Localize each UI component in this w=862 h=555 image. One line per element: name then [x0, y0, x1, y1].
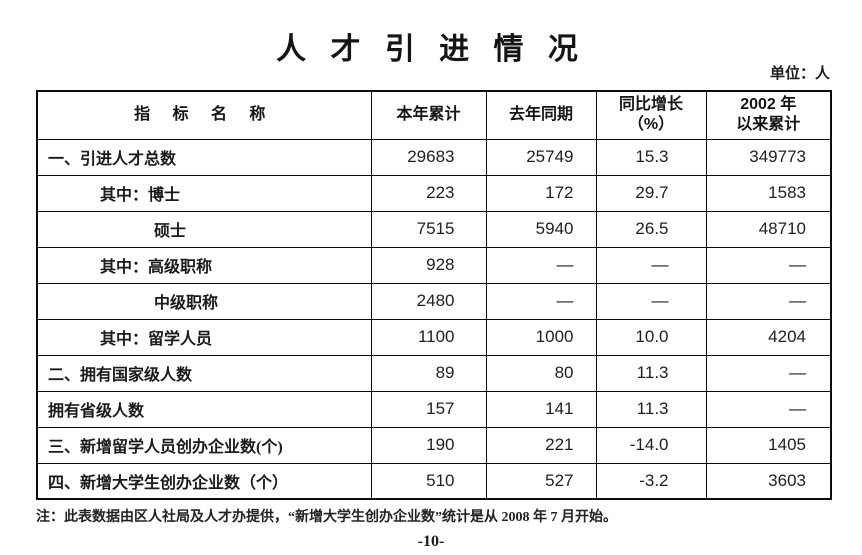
value-cell: 4204: [705, 318, 832, 356]
header-cell: 指 标 名 称: [36, 90, 372, 140]
value-cell: 221: [485, 426, 597, 464]
header-line: 以来累计: [736, 116, 801, 134]
value-cell: 1100: [370, 318, 487, 356]
value-cell: 141: [485, 390, 597, 428]
row-label-cell: 其中：留学人员: [36, 318, 372, 356]
value-cell: 157: [370, 390, 487, 428]
value-cell: 3603: [705, 462, 832, 500]
row-label-cell: 其中：高级职称: [36, 246, 372, 284]
header-cell: 本年累计: [370, 90, 487, 140]
value-cell: 1000: [485, 318, 597, 356]
table-row: 四、新增大学生创办企业数（个） 510 527 -3.2 3603: [36, 462, 832, 500]
value-cell: 48710: [705, 210, 832, 248]
value-cell: —: [705, 354, 832, 392]
value-cell: -3.2: [595, 462, 707, 500]
row-label-cell: 一、引进人才总数: [36, 138, 372, 176]
table-header-row: 指 标 名 称 本年累计 去年同期 同比增长 （%） 2002 年以来累计: [36, 90, 832, 140]
table-body: 一、引进人才总数 29683 25749 15.3 349773 其中：博士 223 172 2…: [36, 138, 832, 500]
table-row: 硕士 7515 5940 26.5 48710: [36, 210, 832, 248]
table-row: 二、拥有国家级人数 89 80 11.3—: [36, 354, 832, 392]
value-cell: —: [705, 246, 832, 284]
table-row: 中级职称 2480— — —: [36, 282, 832, 320]
row-label-cell: 中级职称: [36, 282, 372, 320]
talent-introduction-table: 指 标 名 称 本年累计 去年同期 同比增长 （%） 2002 年以来累计 一、引进人才总…: [36, 90, 832, 500]
row-label-cell: 硕士: [36, 210, 372, 248]
page-number: -10-: [417, 533, 445, 550]
value-cell: 80: [485, 354, 597, 392]
header-cell: 同比增长 （%）: [595, 90, 707, 140]
value-cell: 190: [370, 426, 487, 464]
table-row: 拥有省级人数 157 141 11.3—: [36, 390, 832, 428]
header-line: 2002 年: [740, 96, 797, 114]
value-cell: 26.5: [595, 210, 707, 248]
table-header: 指 标 名 称 本年累计 去年同期 同比增长 （%） 2002 年以来累计: [36, 90, 832, 140]
value-cell: 928: [370, 246, 487, 284]
value-cell: 223: [370, 174, 487, 212]
table-row: 其中：博士 223 172 29.7 1583: [36, 174, 832, 212]
value-cell: —: [705, 282, 832, 320]
value-cell: 1405: [705, 426, 832, 464]
table-row: 三、新增留学人员创办企业数(个) 190 221 -14.0 1405: [36, 426, 832, 464]
value-cell: 2480: [370, 282, 487, 320]
value-cell: 349773: [705, 138, 832, 176]
header-cell: 2002 年以来累计: [705, 90, 832, 140]
value-cell: —: [595, 282, 707, 320]
value-cell: —: [485, 282, 597, 320]
value-cell: 29.7: [595, 174, 707, 212]
value-cell: 1583: [705, 174, 832, 212]
header-cell: 去年同期: [485, 90, 597, 140]
value-cell: 29683: [370, 138, 487, 176]
value-cell: 7515: [370, 210, 487, 248]
page-title: 人 才 引 进 情 况: [276, 33, 586, 66]
header-line: 去年同期: [508, 106, 573, 124]
row-label-cell: 四、新增大学生创办企业数（个）: [36, 462, 372, 500]
header-line: （%）: [627, 116, 675, 134]
table-row: 其中：留学人员 1100 1000 10.0 4204: [36, 318, 832, 356]
value-cell: 89: [370, 354, 487, 392]
header-line: 指 标 名 称: [134, 106, 275, 124]
value-cell: —: [485, 246, 597, 284]
table-row: 一、引进人才总数 29683 25749 15.3 349773: [36, 138, 832, 176]
value-cell: 5940: [485, 210, 597, 248]
row-label-cell: 其中：博士: [36, 174, 372, 212]
row-label-cell: 二、拥有国家级人数: [36, 354, 372, 392]
table-row: 其中：高级职称 928— — —: [36, 246, 832, 284]
header-line: 同比增长: [618, 96, 683, 114]
value-cell: 15.3: [595, 138, 707, 176]
value-cell: 172: [485, 174, 597, 212]
footnote: 注：此表数据由区人社局及人才办提供，“新增大学生创办企业数”统计是从 2008 …: [36, 510, 617, 525]
row-label-cell: 三、新增留学人员创办企业数(个): [36, 426, 372, 464]
row-label-cell: 拥有省级人数: [36, 390, 372, 428]
value-cell: 25749: [485, 138, 597, 176]
value-cell: 11.3: [595, 354, 707, 392]
value-cell: 527: [485, 462, 597, 500]
unit-label: 单位：人: [769, 66, 830, 82]
value-cell: 510: [370, 462, 487, 500]
value-cell: 11.3: [595, 390, 707, 428]
value-cell: —: [705, 390, 832, 428]
header-line: 本年累计: [396, 106, 461, 124]
value-cell: -14.0: [595, 426, 707, 464]
value-cell: 10.0: [595, 318, 707, 356]
value-cell: —: [595, 246, 707, 284]
